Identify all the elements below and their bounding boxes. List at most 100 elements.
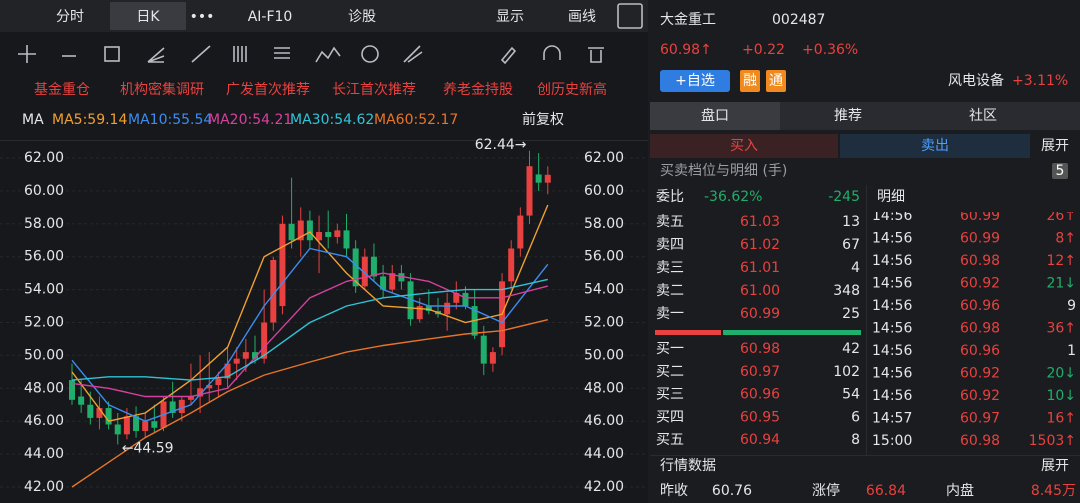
ask-ratio-bar [723,330,861,335]
trade-time: 14:56 [872,298,912,314]
sell-bg[interactable] [840,134,1030,158]
panel-tab[interactable]: 推荐 [834,108,862,124]
trade-vol: 20↓ [1046,366,1076,382]
level-vol: 6 [851,409,860,425]
y-tick-label: 62.00 [24,150,64,166]
tag[interactable]: 创历史新高 [537,81,607,98]
candle-body [389,273,396,290]
y-tick-label-right: 58.00 [584,216,624,232]
y-tick-label: 60.00 [24,183,64,199]
y-tick-label: 54.00 [24,282,64,298]
candle-body [133,416,140,432]
level-price: 60.96 [740,387,780,403]
level-price: 60.99 [740,306,780,322]
trade-vol: 21↓ [1046,276,1076,292]
legend-item: MA30:54.62 [290,112,374,128]
adjust[interactable]: 前复权 [522,111,564,128]
candle-body [96,408,103,418]
extreme-label: 62.44→ [475,137,527,153]
level-label: 卖一 [656,306,684,322]
stock-code: 002487 [772,12,825,28]
level-vol: 67 [842,237,860,253]
y-tick-label: 56.00 [24,249,64,265]
detail-label: 明细 [877,189,905,205]
candle-body [197,388,204,397]
tag[interactable]: 养老金持股 [443,82,513,98]
level-price: 61.02 [740,237,780,253]
trade-time: 14:56 [872,208,912,224]
candle-body [407,281,414,320]
panel-tab[interactable]: 盘口 [701,107,729,124]
trade-price: 60.98 [960,253,1000,269]
pct: +0.36% [802,42,858,58]
watch-btn[interactable] [660,70,730,92]
toolbar-tab[interactable]: 诊股 [348,9,376,25]
trade-time: 14:56 [872,321,912,337]
level-label: 卖二 [656,283,684,299]
trade-vol: 1503↑ [1029,433,1076,449]
sell-tab[interactable]: 卖出 [921,138,949,154]
candle-body [142,421,149,432]
layout-icon[interactable] [617,3,643,29]
btn[interactable]: +自选 [675,73,715,89]
tag[interactable]: 机构密集调研 [120,81,204,98]
tag[interactable]: 长江首次推荐 [332,82,416,98]
candle-body [544,174,551,183]
candle-body [334,230,341,237]
candle-body [489,352,496,364]
toolbar-tab[interactable]: 日K [136,9,160,25]
level-vol: 54 [842,387,860,403]
weibi-pct: -36.62% [704,189,762,205]
trade-time: 14:56 [872,276,912,292]
ma-line [71,319,548,488]
ma-line [71,278,548,381]
candle-body [380,276,387,290]
toolbar-tab[interactable]: 显示 [496,9,524,25]
level-vol: 8 [851,432,860,448]
panel-tab[interactable]: 社区 [969,108,997,124]
candle-body [361,256,368,287]
level-label: 卖五 [656,214,684,230]
toolbar-tab[interactable]: 分时 [56,9,84,25]
y-tick-label-right: 46.00 [584,413,624,429]
candle-body [480,335,487,364]
stat-label: 涨停 [812,482,840,499]
toolbar-tab[interactable]: ••• [190,9,215,25]
section: 买卖档位与明细 (手) [660,163,787,179]
trade-price: 60.99 [960,208,1000,224]
candle-body [178,399,185,413]
trade-vol: 10↓ [1046,388,1076,404]
candle-body [169,401,176,413]
ma-line [71,247,549,422]
trade-time: 14:56 [872,253,912,269]
candle-body [151,421,158,428]
toolbar-tab[interactable]: 画线 [568,9,596,25]
level-price: 61.03 [740,214,780,230]
y-tick-label-right: 60.00 [584,183,624,199]
buy-tab[interactable]: 买入 [730,138,758,154]
stat-value: 60.76 [712,483,752,499]
tag[interactable]: 广发首次推荐 [226,82,310,98]
candle-body [261,322,268,359]
candle-body [425,306,432,311]
candle-body [279,223,286,307]
candle-body [297,220,304,241]
y-tick-label-right: 44.00 [584,446,624,462]
level-price: 60.97 [740,364,780,380]
candle-body [87,404,94,418]
expand[interactable]: 展开 [1041,138,1069,154]
trade-vol: 16↑ [1046,411,1076,427]
y-tick-label-right: 42.00 [584,479,624,495]
level-label: 卖四 [656,237,684,253]
tong-badge [766,70,786,92]
toolbar-tab[interactable]: AI-F10 [248,9,293,25]
y-tick-label-right: 50.00 [584,347,624,363]
toolbar-bg [0,0,648,32]
candle-body [453,292,460,303]
sector-change: +3.11% [1012,73,1068,89]
panel-tab-active [650,102,780,130]
buy-bg[interactable] [650,134,838,158]
tag[interactable]: 基金重仓 [34,81,90,98]
market-expand[interactable]: 展开 [1041,458,1069,474]
